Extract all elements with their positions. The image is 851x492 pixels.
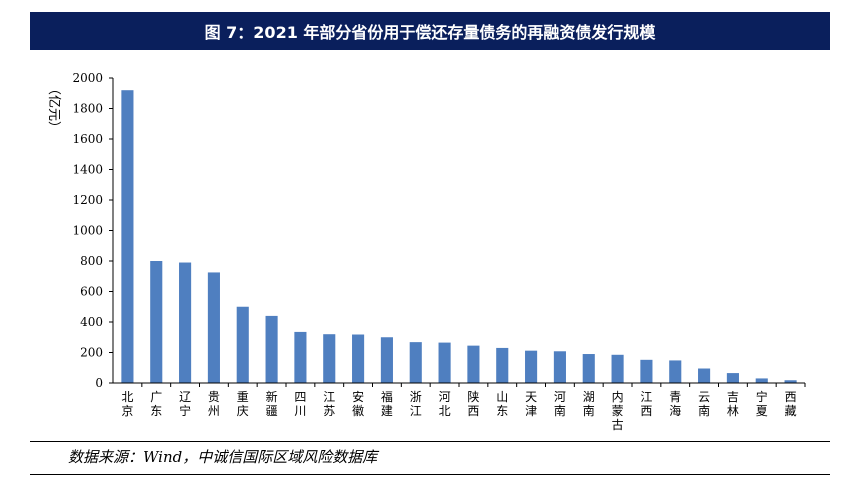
bar-12 [467, 345, 480, 383]
bar-20 [698, 368, 711, 383]
y-tick-label: 400 [80, 315, 103, 329]
bar-4 [236, 306, 249, 383]
x-tick-label: 湖南 [583, 389, 595, 418]
bar-18 [640, 359, 653, 383]
bar-16 [582, 354, 595, 383]
bar-0 [121, 90, 134, 383]
x-tick-label: 新疆 [266, 389, 278, 418]
bar-14 [525, 350, 538, 383]
x-tick-label: 福建 [381, 389, 393, 418]
x-tick-label: 内蒙古 [612, 390, 624, 432]
bar-23 [784, 380, 797, 383]
x-tick-label: 河南 [554, 390, 566, 418]
bars [121, 90, 797, 383]
x-tick-label: 安徽 [352, 389, 364, 418]
y-tick-label: 1600 [72, 132, 103, 146]
y-tick-label: 2000 [72, 71, 103, 85]
bar-15 [553, 351, 566, 383]
x-tick-label: 重庆 [237, 390, 249, 418]
x-tick-label: 天津 [525, 390, 537, 418]
x-tick-label: 西藏 [785, 390, 797, 418]
x-tick-label: 辽宁 [179, 390, 191, 418]
bar-13 [496, 347, 509, 383]
x-tick-label: 山东 [496, 390, 508, 418]
y-tick-label: 600 [80, 285, 103, 299]
chart-title: 图 7：2021 年部分省份用于偿还存量债务的再融资债发行规模 [30, 12, 830, 50]
y-tick-label: 1000 [72, 224, 103, 238]
x-tick-label: 云南 [698, 390, 710, 418]
bar-9 [380, 337, 393, 383]
bar-10 [409, 342, 422, 383]
bar-8 [352, 334, 365, 383]
bar-5 [265, 315, 278, 383]
y-tick-label: 1800 [72, 102, 103, 116]
source-divider [30, 441, 830, 442]
x-tick-label: 北京 [121, 390, 133, 418]
x-tick-label: 江西 [640, 390, 652, 418]
y-tick-label: 1200 [72, 193, 103, 207]
source-note: 数据来源：Wind，中诚信国际区域风险数据库 [68, 448, 378, 466]
bar-1 [150, 261, 163, 383]
x-tick-label: 四川 [294, 390, 306, 418]
y-axis-unit-label: （亿元） [46, 82, 61, 134]
x-tick-label: 江苏 [323, 390, 335, 418]
bar-17 [611, 354, 624, 383]
y-tick-label: 1400 [72, 163, 103, 177]
bar-6 [294, 331, 307, 383]
x-tick-label: 贵州 [208, 390, 220, 418]
bar-7 [323, 334, 336, 383]
x-tick-label: 河北 [439, 390, 451, 418]
y-axis: 0 200 400 600 800 1000 1200 1400 1600 1800 2000 [72, 71, 114, 390]
x-tick-label: 广东 [150, 390, 162, 418]
bottom-divider [30, 474, 830, 475]
bar-3 [207, 272, 220, 383]
x-tick-label: 吉林 [727, 390, 739, 418]
x-tick-label: 青海 [669, 390, 681, 418]
x-tick-label: 陕西 [467, 389, 479, 418]
x-tick-label: 宁夏 [756, 389, 768, 418]
bar-11 [438, 342, 451, 383]
y-tick-label: 0 [95, 376, 103, 390]
bar-19 [669, 360, 682, 383]
x-tick-label: 浙江 [410, 390, 422, 418]
bar-21 [726, 373, 739, 383]
y-tick-label: 800 [80, 254, 103, 268]
bar-2 [179, 262, 192, 383]
y-tick-label: 200 [80, 346, 103, 360]
bar-22 [755, 378, 768, 383]
